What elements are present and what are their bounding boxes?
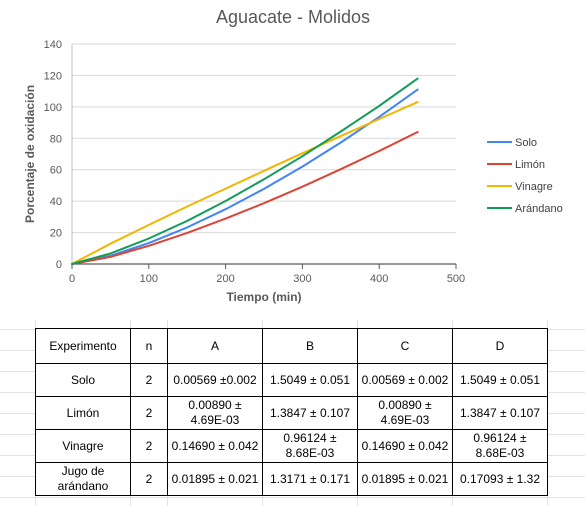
x-tick-label: 300 [293, 273, 311, 285]
table-row: Solo 2 0.00569 ±0.002 1.5049 ± 0.051 0.0… [35, 363, 548, 397]
x-tick-label: 0 [69, 273, 75, 285]
table-cell: 0.01895 ± 0.021 [167, 462, 263, 496]
table-cell: 0.96124 ± 8.68E-03 [262, 429, 358, 463]
header-cell-a: A [167, 328, 263, 364]
table-row: Vinagre 2 0.14690 ± 0.042 0.96124 ± 8.68… [35, 429, 548, 463]
chart-title: Aguacate - Molidos [216, 7, 370, 27]
table-cell: 2 [130, 429, 168, 463]
table-cell: 2 [130, 363, 168, 397]
y-tick-label: 100 [44, 102, 62, 114]
y-tick-label: 120 [44, 70, 62, 82]
series-line-1 [71, 88, 419, 265]
table-cell: Limón [35, 396, 131, 430]
header-cell-b: B [262, 328, 358, 364]
y-tick-label: 0 [56, 259, 62, 271]
y-tick-label: 80 [50, 133, 62, 145]
table-row: Limón 2 0.00890 ± 4.69E-03 1.3847 ± 0.10… [35, 396, 548, 430]
header-cell-n: n [130, 328, 168, 364]
table-cell: 0.96124 ± 8.68E-03 [452, 429, 548, 463]
y-tick-label: 20 [50, 228, 62, 240]
table-cell: 0.01895 ± 0.021 [357, 462, 453, 496]
legend: Solo Limón Vinagre Arándano [487, 137, 563, 215]
y-tick-label: 140 [44, 39, 62, 51]
table-cell: 1.5049 ± 0.051 [452, 363, 548, 397]
y-axis-label: Porcentaje de oxidación [23, 85, 37, 223]
series-line-3 [71, 101, 419, 265]
y-tick-label: 40 [50, 196, 62, 208]
series-line-4 [71, 77, 419, 265]
table-cell: 1.5049 ± 0.051 [262, 363, 358, 397]
legend-label: Vinagre [515, 181, 553, 193]
results-table: Experimento n A B C D Solo 2 0.00569 ±0.… [35, 328, 548, 496]
table-cell: 2 [130, 396, 168, 430]
x-tick-label: 500 [447, 273, 465, 285]
line-chart: Aguacate - Molidos 0 20 40 60 80 100 120 140 0 10… [23, 7, 563, 304]
table-cell: Vinagre [35, 429, 131, 463]
table-header-row: Experimento n A B C D [35, 328, 548, 364]
header-cell-c: C [357, 328, 453, 364]
y-tick-label: 60 [50, 165, 62, 177]
table-row: Jugo de arándano 2 0.01895 ± 0.021 1.317… [35, 462, 548, 496]
series-line-2 [71, 131, 419, 265]
table-cell: 1.3171 ± 0.171 [262, 462, 358, 496]
table-cell: 2 [130, 462, 168, 496]
table-cell: 0.00890 ± 4.69E-03 [357, 396, 453, 430]
table-cell: 0.00569 ±0.002 [167, 363, 263, 397]
x-axis-label: Tiempo (min) [226, 290, 301, 304]
legend-label: Arándano [515, 203, 563, 215]
table-cell: Solo [35, 363, 131, 397]
table-cell: 0.00569 ± 0.002 [357, 363, 453, 397]
table-cell: 0.14690 ± 0.042 [357, 429, 453, 463]
legend-label: Limón [515, 159, 545, 171]
header-cell-d: D [452, 328, 548, 364]
table-cell: 0.14690 ± 0.042 [167, 429, 263, 463]
x-tick-label: 200 [216, 273, 234, 285]
table-cell: 1.3847 ± 0.107 [262, 396, 358, 430]
table-cell: Jugo de arándano [35, 462, 131, 496]
x-tick-label: 100 [140, 273, 158, 285]
table-cell: 0.17093 ± 1.32 [452, 462, 548, 496]
legend-label: Solo [515, 137, 537, 149]
table-cell: 0.00890 ± 4.69E-03 [167, 396, 263, 430]
x-tick-label: 400 [370, 273, 388, 285]
table-cell: 1.3847 ± 0.107 [452, 396, 548, 430]
header-cell-experimento: Experimento [35, 328, 131, 364]
